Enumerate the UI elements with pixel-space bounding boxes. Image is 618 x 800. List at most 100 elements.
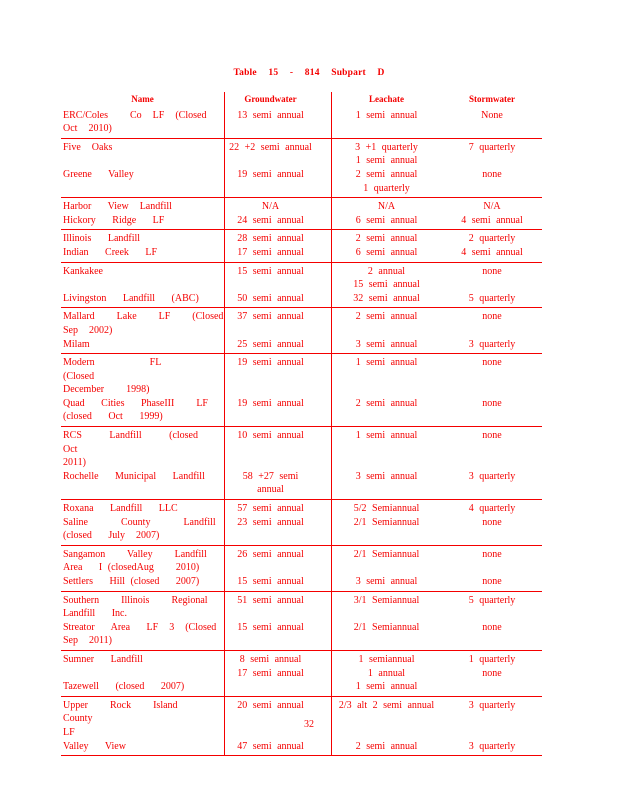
leachate-cell: [331, 607, 450, 621]
table-row: Livingston Landfill (ABC) 50 semi annual 3…: [61, 292, 542, 306]
leachate-cell: 1 semi annual: [355, 357, 418, 369]
table-row: Hickory Ridge LF 24 semi annual 6 semi ann…: [61, 214, 542, 228]
groundwater-cell: 8 semi annual: [239, 653, 302, 665]
stormwater-cell: N/A: [483, 201, 501, 213]
leachate-cell: 2 semi annual: [355, 397, 418, 409]
leachate-cell: 2/1 Semiannual: [353, 516, 420, 528]
table-row: Kankakee 15 semi annual 2 annual none: [61, 265, 542, 279]
leachate-cell: [331, 483, 450, 497]
table-row: 17 semi annual 1 annual none: [61, 667, 542, 681]
name-cell: Sumner Landfill: [63, 653, 143, 665]
name-cell: Tazewell (closed 2007): [63, 681, 185, 693]
leachate-cell: 5/2 Semiannual: [353, 503, 420, 515]
leachate-cell: 2 semi annual: [355, 168, 418, 180]
name-cell: Livingston Landfill (ABC): [63, 292, 199, 304]
name-cell: Harbor View Landfill: [63, 201, 172, 213]
groundwater-cell: 51 semi annual: [237, 594, 304, 606]
leachate-cell: 3 +1 quarterly: [355, 141, 418, 153]
stormwater-cell: [450, 456, 542, 470]
groundwater-cell: [224, 607, 331, 621]
table-row: Oct 2010): [61, 122, 542, 136]
table-group: Southern Illinois Regional 51 semi annual…: [61, 592, 542, 651]
leachate-cell: 1 semi annual: [355, 155, 418, 167]
name-cell: [61, 182, 224, 196]
table-row: Harbor View Landfill N/A N/A N/A: [61, 200, 542, 214]
name-cell: (closed Oct 1999): [63, 411, 163, 423]
name-cell: Mallard Lake LF (Closed: [63, 311, 224, 323]
leachate-cell: 15 semi annual: [353, 279, 420, 291]
name-cell: [61, 278, 224, 292]
groundwater-cell: [224, 680, 331, 694]
stormwater-cell: none: [482, 168, 502, 180]
table-group: Kankakee 15 semi annual 2 annual none 15 sem…: [61, 263, 542, 309]
leachate-cell: 3 semi annual: [355, 576, 418, 587]
groundwater-cell: N/A: [261, 201, 280, 213]
name-cell: Indian Creek LF: [63, 246, 158, 258]
groundwater-cell: 17 semi annual: [237, 246, 304, 258]
leachate-cell: 3/1 Semiannual: [353, 594, 420, 606]
table-row: Saline County Landfill 23 semi annual 2/1 …: [61, 516, 542, 530]
table-row: Illinois Landfill 28 semi annual 2 semi an…: [61, 232, 542, 246]
name-cell: LF: [63, 726, 75, 738]
stormwater-cell: [450, 529, 542, 543]
name-cell: Kankakee: [63, 265, 103, 277]
groundwater-cell: 47 semi annual: [237, 740, 304, 752]
groundwater-cell: 17 semi annual: [237, 667, 304, 679]
table-group: Illinois Landfill 28 semi annual 2 semi an…: [61, 230, 542, 263]
table-row: Settlers Hill (closed 2007) 15 semi annua…: [61, 575, 542, 589]
table-group: Upper Rock Island County 20 semi annual 2/…: [61, 697, 542, 757]
stormwater-cell: none: [482, 430, 502, 442]
name-cell: Modern FL (Closed: [63, 357, 216, 382]
table-row: 2011): [61, 456, 542, 470]
stormwater-cell: none: [482, 397, 502, 409]
stormwater-cell: none: [482, 621, 502, 633]
leachate-cell: 32 semi annual: [353, 292, 420, 304]
column-divider: [331, 92, 332, 757]
table-row: Southern Illinois Regional 51 semi annual…: [61, 594, 542, 608]
name-cell: Sep 2002): [63, 324, 113, 336]
stormwater-cell: [450, 483, 542, 497]
table-group: Five Oaks 22 +2 semi annual 3 +1 quarterly…: [61, 139, 542, 199]
leachate-cell: 1 semi annual: [355, 430, 418, 442]
groundwater-cell: [224, 154, 331, 168]
name-cell: Settlers Hill (closed 2007): [63, 576, 200, 587]
table-group: Roxana Landfill LLC 57 semi annual 5/2 Sem…: [61, 500, 542, 546]
name-cell: Roxana Landfill LLC: [63, 503, 178, 515]
stormwater-cell: [450, 607, 542, 621]
stormwater-cell: [450, 680, 542, 694]
table-row: Sep 2011): [61, 634, 542, 648]
leachate-cell: 2/3 alt 2 semi annual: [338, 699, 435, 711]
stormwater-cell: none: [482, 516, 502, 528]
groundwater-cell: 50 semi annual: [237, 292, 304, 304]
leachate-cell: [331, 324, 450, 338]
table-header-row: Name Groundwater Leachate Stormwater: [61, 92, 542, 107]
leachate-cell: 6 semi annual: [355, 246, 418, 258]
table-row: Upper Rock Island County 20 semi annual 2/…: [61, 699, 542, 726]
leachate-cell: 2 semi annual: [355, 233, 418, 245]
name-cell: Sep 2011): [63, 635, 112, 647]
column-header-groundwater: Groundwater: [244, 94, 297, 104]
table-row: (closed Oct 1999): [61, 410, 542, 424]
page-number: 32: [304, 719, 314, 730]
stormwater-cell: 3 quarterly: [468, 338, 516, 350]
groundwater-cell: 15 semi annual: [237, 265, 304, 277]
leachate-cell: 3 semi annual: [355, 338, 418, 350]
groundwater-cell: annual: [257, 484, 284, 496]
groundwater-cell: 20 semi annual: [237, 699, 304, 711]
stormwater-cell: [450, 410, 542, 424]
table-row: Mallard Lake LF (Closed 37 semi annual 2 s…: [61, 310, 542, 324]
groundwater-cell: 58 +27 semi: [242, 470, 299, 482]
stormwater-cell: none: [482, 311, 502, 323]
leachate-cell: 6 semi annual: [355, 214, 418, 226]
groundwater-cell: [224, 529, 331, 543]
table-row: Streator Area LF 3 (Closed 15 semi annual…: [61, 621, 542, 635]
table-row: Roxana Landfill LLC 57 semi annual 5/2 Sem…: [61, 502, 542, 516]
table-row: (closed July 2007): [61, 529, 542, 543]
table-row: Quad Cities PhaseIII LF 19 semi annual 2 s…: [61, 397, 542, 411]
table-row: Area I (closedAug 2010): [61, 561, 542, 575]
name-cell: [61, 667, 224, 681]
table-body: ERC/Coles Co LF (Closed 13 semi annual 1 s…: [61, 107, 542, 757]
name-cell: Oct 2010): [63, 123, 112, 135]
leachate-cell: 1 semi annual: [355, 109, 418, 121]
leachate-cell: 1 quarterly: [363, 182, 410, 194]
